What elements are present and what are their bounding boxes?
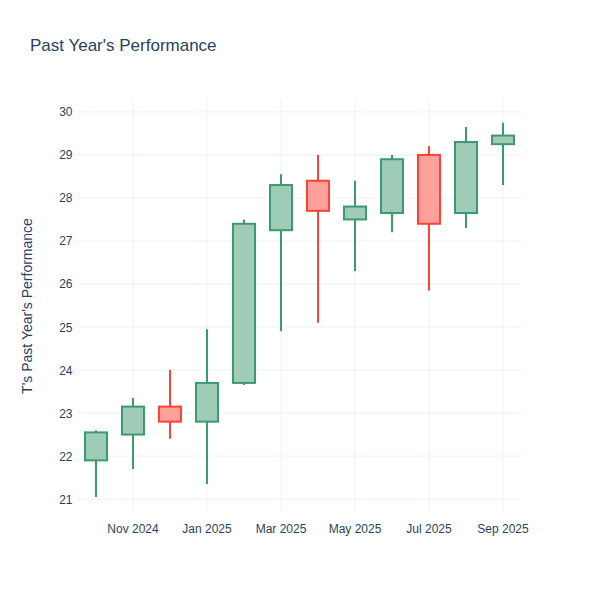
- x-tick-label: Sep 2025: [477, 522, 529, 536]
- candle-body: [492, 136, 514, 145]
- y-tick-label: 22: [59, 450, 73, 464]
- y-tick-label: 27: [59, 234, 73, 248]
- candle-body: [196, 383, 218, 422]
- y-tick-labels: 21 22 23 24 25 26 27 28 29 30: [59, 105, 73, 506]
- x-tick-label: Jul 2025: [406, 522, 452, 536]
- candle-body: [381, 159, 403, 213]
- y-tick-label: 30: [59, 105, 73, 119]
- candle-body: [455, 142, 477, 213]
- candlestick-chart[interactable]: Past Year's Performance T's Past Year's …: [0, 0, 600, 600]
- candle-body: [233, 224, 255, 383]
- candles[interactable]: [85, 123, 514, 497]
- candle-body: [307, 181, 329, 211]
- y-tick-label: 26: [59, 277, 73, 291]
- chart-title: Past Year's Performance: [30, 36, 217, 55]
- x-tick-label: Nov 2024: [107, 522, 159, 536]
- y-tick-label: 24: [59, 364, 73, 378]
- candle-body: [85, 432, 107, 460]
- candle-nov-2024[interactable]: [122, 398, 144, 469]
- candle-feb-2025[interactable]: [233, 219, 255, 385]
- candle-mar-2025[interactable]: [270, 174, 292, 331]
- y-tick-label: 29: [59, 148, 73, 162]
- x-tick-labels: Nov 2024 Jan 2025 Mar 2025 May 2025 Jul 2025…: [107, 522, 529, 536]
- candle-body: [270, 185, 292, 230]
- candle-apr-2025[interactable]: [307, 155, 329, 323]
- candle-dec-2024[interactable]: [159, 370, 181, 439]
- candle-body: [159, 407, 181, 422]
- x-tick-label: May 2025: [329, 522, 382, 536]
- candle-may-2025[interactable]: [344, 181, 366, 271]
- candle-body: [122, 407, 144, 435]
- x-tick-label: Jan 2025: [182, 522, 232, 536]
- candle-jun-2025[interactable]: [381, 155, 403, 232]
- y-tick-label: 23: [59, 407, 73, 421]
- y-tick-label: 28: [59, 191, 73, 205]
- candle-jul-2025[interactable]: [418, 146, 440, 290]
- candle-body: [418, 155, 440, 224]
- y-tick-label: 21: [59, 493, 73, 507]
- x-tick-label: Mar 2025: [256, 522, 307, 536]
- chart-figure: Past Year's Performance T's Past Year's …: [0, 0, 600, 600]
- y-axis-title: T's Past Year's Performance: [19, 218, 35, 394]
- candle-sep-2025[interactable]: [492, 123, 514, 185]
- candle-jan-2025[interactable]: [196, 329, 218, 484]
- candle-oct-2024[interactable]: [85, 430, 107, 497]
- candle-body: [344, 207, 366, 220]
- y-tick-label: 25: [59, 321, 73, 335]
- candle-aug-2025[interactable]: [455, 127, 477, 228]
